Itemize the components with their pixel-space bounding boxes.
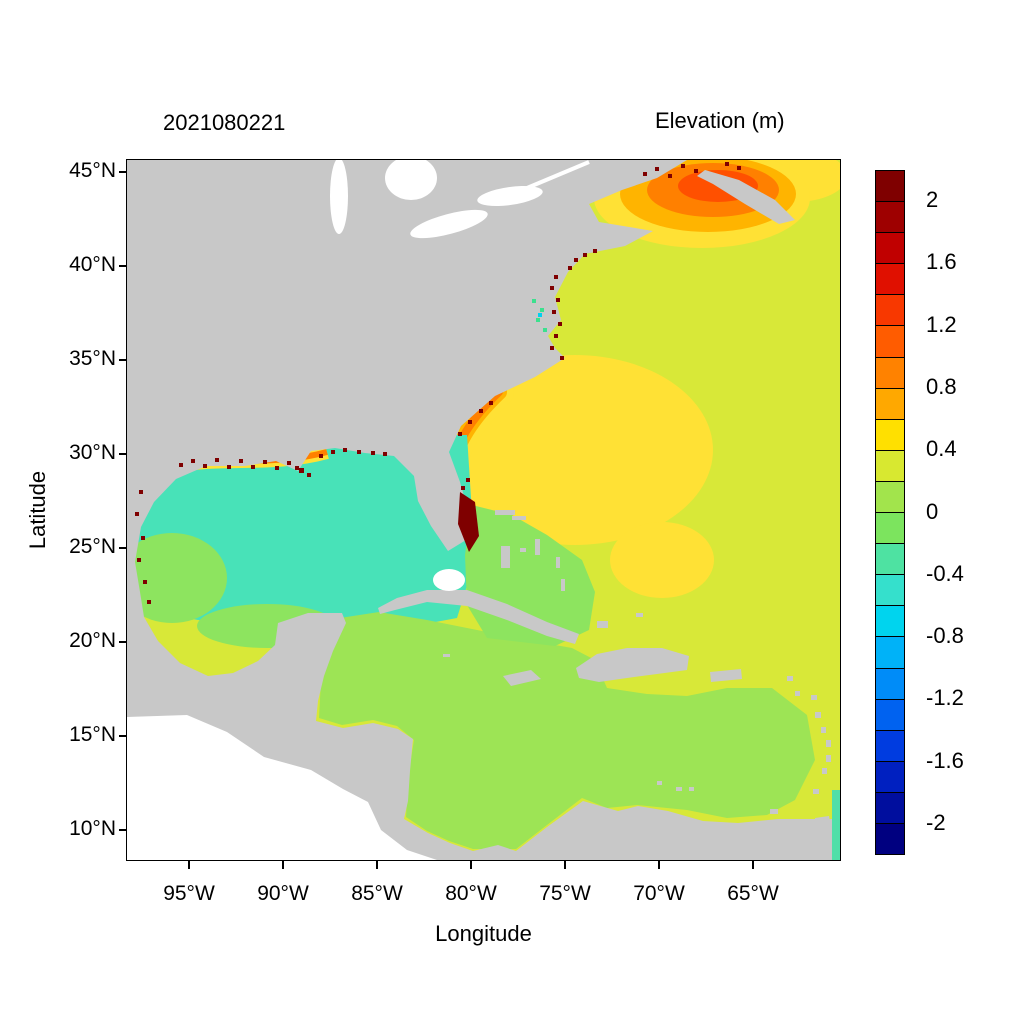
colorbar-segment <box>876 791 904 823</box>
colorbar-segment <box>876 232 904 264</box>
y-tick-label: 10°N <box>69 817 116 840</box>
colorbar-tick-label: -2 <box>926 809 946 835</box>
colorbar-segment <box>876 729 904 761</box>
florida-east-coast-blob <box>458 492 479 552</box>
x-tick-label: 95°W <box>163 882 215 905</box>
x-tick-mark <box>282 861 284 869</box>
st-lawrence-river <box>526 160 590 190</box>
x-tick-mark <box>470 861 472 869</box>
lake-michigan <box>330 160 348 234</box>
colorbar-tick-label: 0.8 <box>926 373 957 399</box>
colorbar-segment <box>876 418 904 450</box>
lake-ontario <box>477 185 543 207</box>
y-tick-label: 40°N <box>69 253 116 276</box>
puerto-rico-island <box>710 669 742 682</box>
lake-erie <box>410 209 488 239</box>
colorbar-title: Elevation (m) <box>655 108 785 133</box>
y-tick-mark <box>119 453 127 455</box>
colorbar-segment <box>876 543 904 575</box>
x-tick-mark <box>188 861 190 869</box>
colorbar-tick-label: 0.4 <box>926 436 957 462</box>
colorbar-segment <box>876 698 904 730</box>
colorbar-segment <box>876 760 904 792</box>
y-tick-mark <box>119 829 127 831</box>
caribbean-islands <box>378 510 831 830</box>
colorbar-segment <box>876 325 904 357</box>
x-tick-mark <box>752 861 754 869</box>
colorbar-tick-label: -0.4 <box>926 560 964 586</box>
colorbar-segment <box>876 387 904 419</box>
map-plot-frame <box>126 159 841 861</box>
x-tick-mark <box>376 861 378 869</box>
lake-huron <box>385 160 437 200</box>
x-tick-label: 80°W <box>445 882 497 905</box>
run-timestamp-title: 2021080221 <box>163 110 286 135</box>
elevation-map <box>127 160 840 860</box>
y-tick-mark <box>119 171 127 173</box>
colorbar-segment <box>876 605 904 637</box>
x-tick-mark <box>564 861 566 869</box>
y-tick-label: 15°N <box>69 723 116 746</box>
colorbar-segment <box>876 201 904 233</box>
colorbar-tick-label: 2 <box>926 187 939 213</box>
y-tick-label: 30°N <box>69 441 116 464</box>
colorbar-tick-label: -0.8 <box>926 623 964 649</box>
colorbar-segment <box>876 512 904 544</box>
colorbar-tick-label: 0 <box>926 498 939 524</box>
y-tick-mark <box>119 359 127 361</box>
cuba-island <box>378 590 579 644</box>
right-edge-teal-strip <box>832 790 840 860</box>
trinidad-island <box>815 816 831 830</box>
jamaica-island <box>503 670 541 686</box>
estuary-green-speckles <box>532 299 547 332</box>
x-tick-label: 75°W <box>539 882 591 905</box>
x-tick-label: 90°W <box>257 882 309 905</box>
colorbar-segment <box>876 480 904 513</box>
hispaniola-island <box>576 648 689 682</box>
x-tick-label: 70°W <box>633 882 685 905</box>
estuary-cyan-speckle <box>538 313 542 317</box>
colorbar-segment <box>876 822 904 855</box>
colorbar <box>875 170 905 855</box>
great-lakes <box>330 160 590 239</box>
colorbar-tick-label: 1.2 <box>926 311 957 337</box>
y-tick-mark <box>119 641 127 643</box>
nova-scotia-land <box>697 170 795 224</box>
colorbar-tick-label: 1.6 <box>926 249 957 275</box>
y-axis-label: Latitude <box>25 470 50 550</box>
y-tick-label: 20°N <box>69 629 116 652</box>
north-central-south-america-land <box>127 160 840 860</box>
colorbar-segment <box>876 667 904 699</box>
x-tick-label: 85°W <box>351 882 403 905</box>
colorbar-segment <box>876 263 904 295</box>
y-tick-label: 25°N <box>69 535 116 558</box>
x-tick-mark <box>658 861 660 869</box>
colorbar-segment <box>876 449 904 481</box>
pacific-outside-domain <box>127 715 437 860</box>
y-tick-mark <box>119 265 127 267</box>
y-tick-mark <box>119 735 127 737</box>
colorbar-segment <box>876 294 904 326</box>
colorbar-segment <box>876 636 904 668</box>
colorbar-segment <box>876 171 904 202</box>
y-tick-label: 45°N <box>69 159 116 182</box>
colorbar-segment <box>876 574 904 606</box>
colorbar-tick-label: -1.2 <box>926 685 964 711</box>
y-tick-mark <box>119 547 127 549</box>
x-axis-label: Longitude <box>435 921 532 946</box>
colorbar-tick-label: -1.6 <box>926 747 964 773</box>
x-tick-label: 65°W <box>727 882 779 905</box>
coastal-high-speckles <box>135 162 741 604</box>
colorbar-segment <box>876 356 904 388</box>
florida-bay-notch <box>433 569 465 591</box>
y-tick-label: 35°N <box>69 347 116 370</box>
